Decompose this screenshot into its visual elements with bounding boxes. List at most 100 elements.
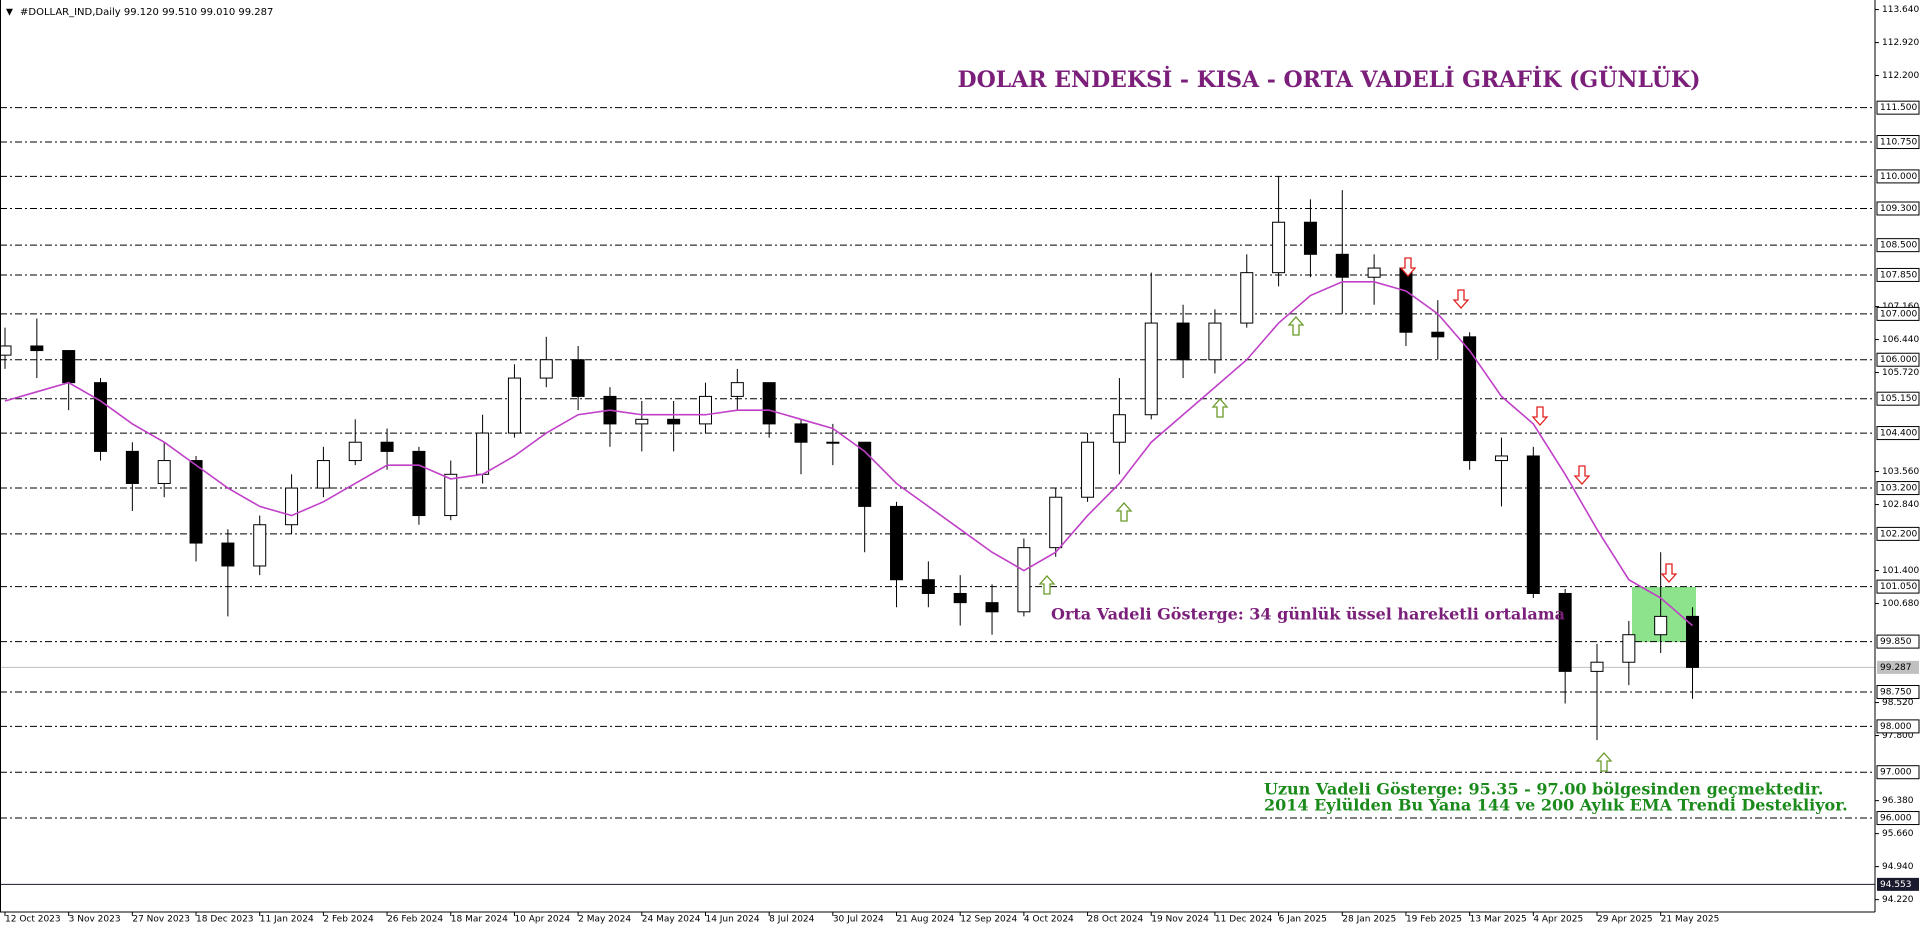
candle-body xyxy=(0,345,12,356)
candle-body xyxy=(953,592,967,604)
level-label-box xyxy=(1876,719,1920,734)
x-tick-label: 13 Mar 2025 xyxy=(1470,915,1527,925)
candle-body xyxy=(539,359,553,379)
level-label: 98.750 xyxy=(1880,688,1912,698)
level-label: 104.400 xyxy=(1880,429,1917,439)
candle-body xyxy=(667,418,681,425)
level-label: 98.000 xyxy=(1880,722,1912,732)
level-label-box xyxy=(1876,267,1920,282)
candle-body xyxy=(1144,322,1158,416)
candle-body xyxy=(1081,441,1095,498)
candle-body xyxy=(412,450,426,517)
x-tick-label: 8 Jul 2024 xyxy=(769,915,814,925)
level-label-box xyxy=(1876,765,1920,780)
level-label: 109.300 xyxy=(1880,204,1917,214)
candle-body xyxy=(1272,221,1286,274)
y-tick-label: 96.380 xyxy=(1882,796,1914,806)
x-tick-label: 19 Feb 2025 xyxy=(1406,915,1462,925)
x-tick-label: 26 Feb 2024 xyxy=(387,915,443,925)
candle-body xyxy=(1622,634,1636,663)
candle-body xyxy=(571,359,585,397)
candle-body xyxy=(253,524,267,567)
x-tick-label: 3 Nov 2023 xyxy=(69,915,121,925)
y-tick-label: 101.400 xyxy=(1882,566,1919,576)
x-tick-label: 21 Aug 2024 xyxy=(897,915,955,925)
candle-body xyxy=(1526,455,1540,594)
y-tick-label: 103.560 xyxy=(1882,467,1919,477)
x-tick-label: 27 Nov 2023 xyxy=(132,915,190,925)
y-tick-label: 100.680 xyxy=(1882,599,1919,609)
candle-body xyxy=(794,423,808,443)
level-label-box xyxy=(1876,306,1920,321)
x-tick-label: 4 Oct 2024 xyxy=(1024,915,1074,925)
level-label: 99.850 xyxy=(1880,637,1912,647)
candle-body xyxy=(444,473,458,517)
level-label: 110.000 xyxy=(1880,172,1917,182)
annotation: 2014 Eylülden Bu Yana 144 ve 200 Aylık E… xyxy=(1264,796,1848,815)
candle-body xyxy=(316,460,330,489)
x-tick-label: 30 Jul 2024 xyxy=(833,915,884,925)
candle-body xyxy=(1208,322,1222,361)
y-tick-label: 97.800 xyxy=(1882,731,1914,741)
candle-body xyxy=(1176,322,1190,361)
candle-body xyxy=(1367,267,1381,278)
level-label: 105.150 xyxy=(1880,394,1917,404)
candle-body xyxy=(858,441,872,507)
candle-body xyxy=(762,382,776,425)
ema-line xyxy=(4,281,1694,627)
candle-body xyxy=(476,432,490,475)
annotation: Orta Vadeli Gösterge: 34 günlük üssel ha… xyxy=(1051,605,1565,624)
y-tick-label: 94.940 xyxy=(1882,862,1914,872)
candle-body xyxy=(1335,253,1349,278)
x-tick-label: 4 Apr 2025 xyxy=(1533,915,1583,925)
y-tick-label: 112.200 xyxy=(1882,71,1919,81)
y-tick-label: 94.220 xyxy=(1882,895,1914,905)
level-label: 107.000 xyxy=(1880,309,1917,319)
candle-body xyxy=(1431,331,1445,338)
candle-body xyxy=(30,345,44,352)
level-label: 110.750 xyxy=(1880,138,1917,148)
x-tick-label: 2 Feb 2024 xyxy=(323,915,374,925)
level-label-box xyxy=(1876,811,1920,826)
x-tick-label: 6 Jan 2025 xyxy=(1279,915,1327,925)
y-tick-label: 98.520 xyxy=(1882,698,1914,708)
candle-body xyxy=(507,377,521,434)
candle-body xyxy=(1686,615,1700,668)
candle-body xyxy=(730,382,744,397)
candle-body xyxy=(285,487,299,526)
x-tick-label: 18 Dec 2023 xyxy=(196,915,254,925)
x-tick-label: 21 May 2025 xyxy=(1661,915,1720,925)
x-tick-label: 10 Apr 2024 xyxy=(514,915,570,925)
candle-body xyxy=(921,579,935,594)
price-label-box xyxy=(1877,660,1919,674)
x-tick-label: 11 Dec 2024 xyxy=(1215,915,1273,925)
x-tick-label: 14 Jun 2024 xyxy=(705,915,759,925)
level-label-box xyxy=(1876,238,1920,253)
candle-body xyxy=(1558,592,1572,672)
candle-body xyxy=(1654,615,1668,636)
plot xyxy=(0,107,1875,885)
y-tick-label: 106.440 xyxy=(1882,335,1919,345)
price-label: 99.287 xyxy=(1880,663,1912,673)
level-label-box xyxy=(1876,135,1920,150)
level-label: 106.000 xyxy=(1880,355,1917,365)
x-tick-label: 11 Jan 2024 xyxy=(260,915,314,925)
x-tick-label: 29 Apr 2025 xyxy=(1597,915,1653,925)
candle-body xyxy=(1112,414,1126,443)
level-label-box xyxy=(1876,481,1920,496)
candle-body xyxy=(1303,221,1317,255)
candle-body xyxy=(985,602,999,613)
candle-body xyxy=(1017,547,1031,613)
candle-body xyxy=(1049,496,1063,549)
candle-body xyxy=(62,350,76,384)
level-label-box xyxy=(1876,426,1920,441)
x-tick-label: 19 Nov 2024 xyxy=(1151,915,1209,925)
candle-body xyxy=(1590,661,1604,672)
level-label-box xyxy=(1876,391,1920,406)
candle-body xyxy=(221,542,235,567)
candle-body xyxy=(189,460,203,544)
y-tick-label: 105.720 xyxy=(1882,368,1919,378)
level-label-box xyxy=(1876,169,1920,184)
level-label: 108.500 xyxy=(1880,241,1917,251)
level-label-box xyxy=(1876,634,1920,649)
